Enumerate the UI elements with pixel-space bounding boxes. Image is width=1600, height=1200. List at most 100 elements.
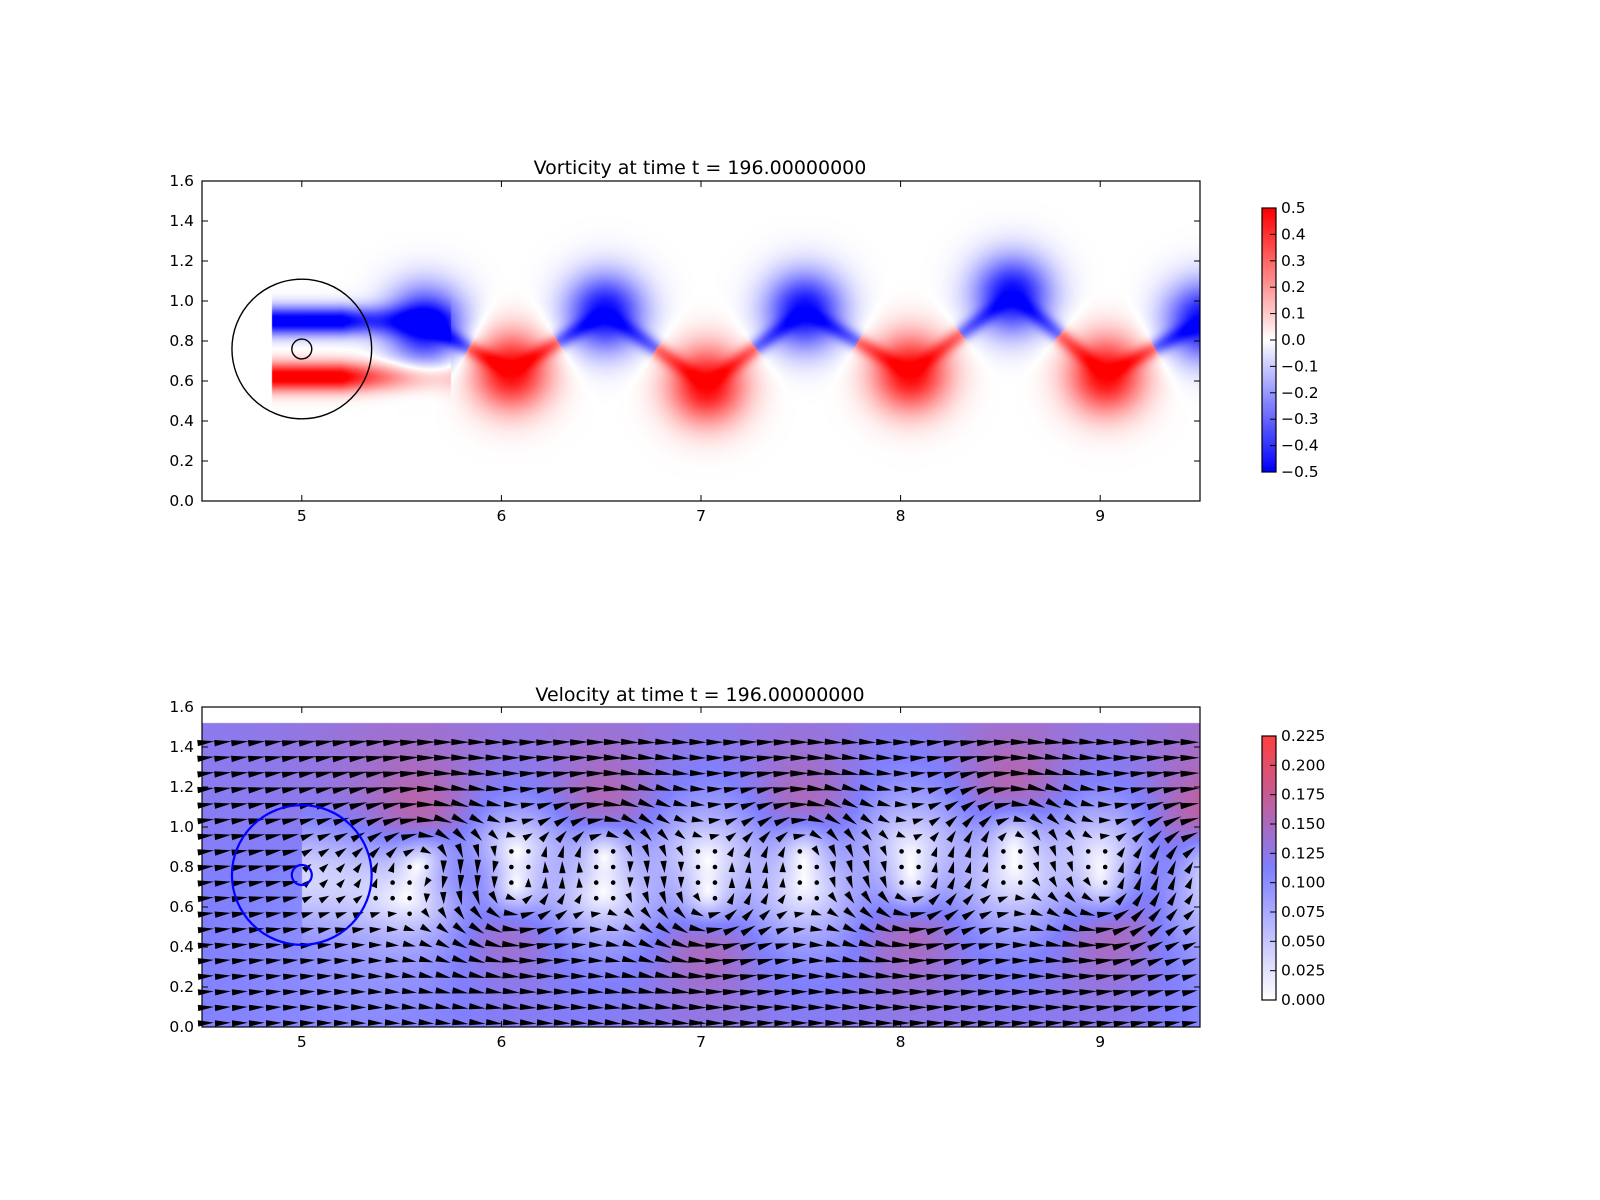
velocity-vector [621,1003,639,1010]
velocity-x-tick-label: 6 [496,1033,506,1051]
velocity-vector [1133,860,1142,875]
velocity-vector [655,753,673,761]
velocity-vector [637,798,656,808]
velocity-vector [677,861,685,873]
velocity-vector [434,754,453,761]
velocity-vector [281,818,300,825]
velocity-vector [1046,813,1060,825]
velocity-vector [1112,958,1132,966]
velocity-vector [909,1020,928,1027]
velocity-vector [593,849,599,854]
velocity-vector [492,860,499,873]
velocity-vector [231,771,249,778]
velocity-vector [604,1003,622,1010]
velocity-vector [1164,1005,1181,1012]
velocity-vector [383,739,402,747]
velocity-vector [926,989,945,996]
velocity-vector [214,880,231,887]
velocity-vector [265,834,282,841]
velocity-vector [1010,738,1030,746]
velocity-x-tick-label: 5 [297,1033,307,1051]
velocity-vector [1099,817,1112,824]
velocity-vector [490,845,497,857]
velocity-vector [570,739,589,746]
velocity-vector [1062,956,1081,964]
velocity-vector [315,771,334,779]
velocity-vector [1129,941,1148,952]
velocity-vector [928,802,942,811]
velocity-vector [281,771,300,778]
velocity-vector [1095,974,1115,981]
velocity-vector [399,770,420,778]
velocity-vector [1180,817,1200,826]
velocity-vector [472,844,480,858]
velocity-vector [824,798,843,808]
velocity-vector [1146,771,1165,778]
velocity-vector [265,989,282,996]
velocity-vector [1079,1004,1097,1012]
velocity-vector [1028,1020,1046,1027]
velocity-vector [1147,941,1164,952]
velocity-vector [757,942,774,951]
velocity-vector [349,817,367,827]
velocity-vector [1163,771,1183,778]
velocity-vector [319,879,329,889]
velocity-vector [334,942,349,949]
velocity-vector [706,1019,724,1026]
velocity-vector [1149,844,1161,860]
velocity-vector [603,738,623,746]
velocity-vector [1045,1004,1063,1011]
velocity-vector [620,769,640,776]
velocity-vector [707,786,723,793]
velocity-vector [485,739,504,746]
velocity-vector [536,1019,554,1026]
velocity-vector [265,942,282,949]
velocity-vector [1012,957,1029,964]
velocity-vector [862,844,871,858]
velocity-vector [893,754,910,762]
velocity-vector [214,833,232,841]
velocity-vector [976,771,996,779]
velocity-vector [538,831,550,843]
velocity-vector [978,943,994,950]
velocity-vector [943,959,962,966]
velocity-vector [403,848,415,857]
velocity-vector [1029,924,1045,932]
velocity-vector [504,801,519,808]
velocity-vector [264,802,283,810]
velocity-vector [706,1004,724,1011]
velocity-vector [655,1019,673,1026]
velocity-vector [926,909,943,921]
velocity-vector [892,1004,911,1011]
velocity-outer-ring [230,804,373,946]
velocity-vector [231,973,248,980]
velocity-vector [433,769,453,777]
velocity-vector [1085,864,1091,870]
velocity-vector [1066,861,1073,873]
velocity-vector [553,1003,571,1011]
velocity-vector [622,828,636,841]
velocity-vector [214,849,232,856]
velocity-vector [351,942,366,949]
velocity-vector [793,833,806,840]
velocity-vector [437,906,447,919]
velocity-vector [995,973,1012,980]
velocity-vector [214,958,231,965]
velocity-vector [1062,973,1080,980]
velocity-vector [570,1003,588,1011]
velocity-vector [672,1003,690,1010]
velocity-vector [794,911,805,918]
velocity-vector [399,755,420,762]
velocity-vector [451,754,470,761]
velocity-vector [569,802,589,811]
velocity-vector [552,771,572,778]
velocity-vector [943,989,962,996]
velocity-vector [1180,770,1200,777]
velocity-vector [384,1003,401,1010]
velocity-vector [672,769,690,776]
velocity-vector [248,1004,265,1011]
velocity-vector [435,939,451,948]
velocity-vector [248,802,266,810]
velocity-vector [351,847,364,858]
velocity-vector [690,800,705,808]
